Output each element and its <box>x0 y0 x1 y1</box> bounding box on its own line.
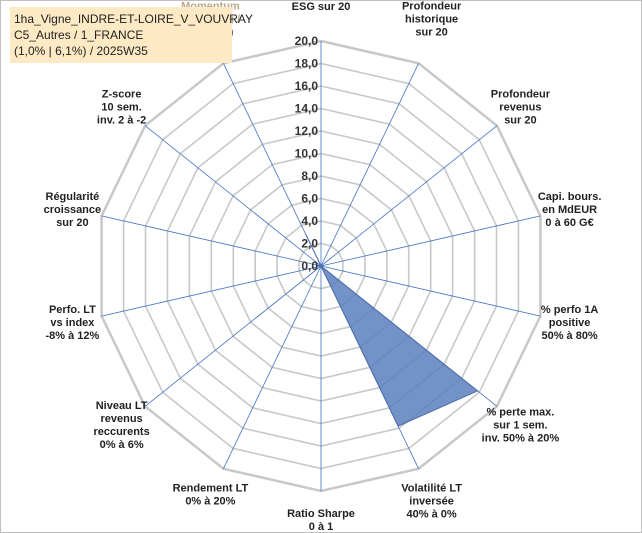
axis-label: Perfo. LT <box>49 304 96 316</box>
tick-label: 0,0 <box>301 259 318 273</box>
tick-label: 12,0 <box>295 124 319 138</box>
axis-label: 0% à 6% <box>100 439 144 451</box>
axis-label: historique <box>405 13 458 25</box>
tick-label: 6,0 <box>301 192 318 206</box>
data-point <box>317 264 319 266</box>
axis-label: revenus <box>100 413 142 425</box>
axis-label-group: NoteESG sur 20 <box>292 1 351 13</box>
axis-label: revenus <box>499 102 541 114</box>
axis-label: 50% à 80% <box>541 330 597 342</box>
axis-label: Profondeur <box>402 1 462 12</box>
axis-label: 40% à 0% <box>407 509 457 521</box>
axis-spoke <box>223 265 322 469</box>
tick-label: 20,0 <box>295 34 319 48</box>
axis-spoke <box>320 125 498 267</box>
axis-label: sur 1 sem. <box>493 420 547 432</box>
axis-label: Rendement LT <box>173 483 249 495</box>
axis-label: 0 à 1 <box>309 521 333 532</box>
axis-label: Z-score <box>102 89 142 101</box>
axis-spoke <box>320 215 541 267</box>
axis-spoke <box>101 265 322 317</box>
axis-label: inv. 2 à -2 <box>97 115 146 127</box>
axis-label: Régularité <box>46 191 100 203</box>
radar-tick-labels: 0,0 2,0 4,0 6,0 8,0 10,0 12,0 14,0 16,0 18,0 20,0 <box>295 34 319 273</box>
axis-label: Volatilité LT <box>401 483 462 495</box>
tick-label: 18,0 <box>295 57 319 71</box>
axis-spoke <box>320 63 419 267</box>
axis-label: 0 à 60 G€ <box>545 217 593 229</box>
axis-label: inversée <box>409 496 454 508</box>
axis-label: % perfo 1A <box>541 304 599 316</box>
radar-spokes <box>101 41 541 491</box>
axis-label: 0% à 20% <box>185 496 235 508</box>
axis-label: -8% à 12% <box>45 330 99 342</box>
axis-spoke <box>320 265 541 317</box>
axis-spoke <box>223 63 322 267</box>
axis-label-group: Rendement LT0% à 20% <box>173 483 249 508</box>
data-point <box>397 425 399 427</box>
tick-label: 14,0 <box>295 102 319 116</box>
axis-label: inv. 50% à 20% <box>482 433 560 445</box>
info-line-category: C5_Autres / 1_FRANCE <box>14 28 144 42</box>
data-point <box>477 390 479 392</box>
axis-label: Niveau LT <box>96 400 148 412</box>
axis-label: % perte max. <box>486 407 554 419</box>
data-point <box>320 265 322 267</box>
axis-label: croissance <box>44 204 101 216</box>
axis-label: Profondeur <box>491 89 551 101</box>
chart-info-box: 1ha_Vigne_INDRE-ET-LOIRE_V_VOUVRAY C5_Au… <box>10 7 253 63</box>
axis-label: sur 20 <box>415 26 447 38</box>
axis-label: 10 sem. <box>101 102 141 114</box>
tick-label: 16,0 <box>295 79 319 93</box>
radar-series <box>305 234 479 427</box>
axis-spoke <box>144 125 322 267</box>
axis-spoke <box>144 265 322 407</box>
axis-label: Capi. bours. <box>538 191 602 203</box>
tick-label: 2,0 <box>301 237 318 251</box>
info-line-asset: 1ha_Vigne_INDRE-ET-LOIRE_V_VOUVRAY <box>14 12 253 26</box>
axis-label: Ratio Sharpe <box>287 508 355 520</box>
axis-label: positive <box>549 317 591 329</box>
axis-label: Momentum <box>181 1 240 12</box>
tick-label: 10,0 <box>295 147 319 161</box>
info-line-stats: (1,0% | 6,1%) / 2025W35 <box>14 44 148 58</box>
axis-label-group: % perte max.sur 1 sem.inv. 50% à 20% <box>482 407 560 445</box>
axis-label: sur 20 <box>56 217 88 229</box>
axis-label: sur 20 <box>504 115 536 127</box>
series-area <box>305 234 479 427</box>
axis-spoke <box>101 215 322 267</box>
tick-label: 8,0 <box>301 169 318 183</box>
data-point <box>305 234 307 236</box>
axis-label: reccurents <box>93 426 149 438</box>
axis-label: en MdEUR <box>542 204 597 216</box>
axis-label: vs index <box>50 317 95 329</box>
axis-label: ESG sur 20 <box>292 1 351 13</box>
tick-label: 4,0 <box>301 214 318 228</box>
